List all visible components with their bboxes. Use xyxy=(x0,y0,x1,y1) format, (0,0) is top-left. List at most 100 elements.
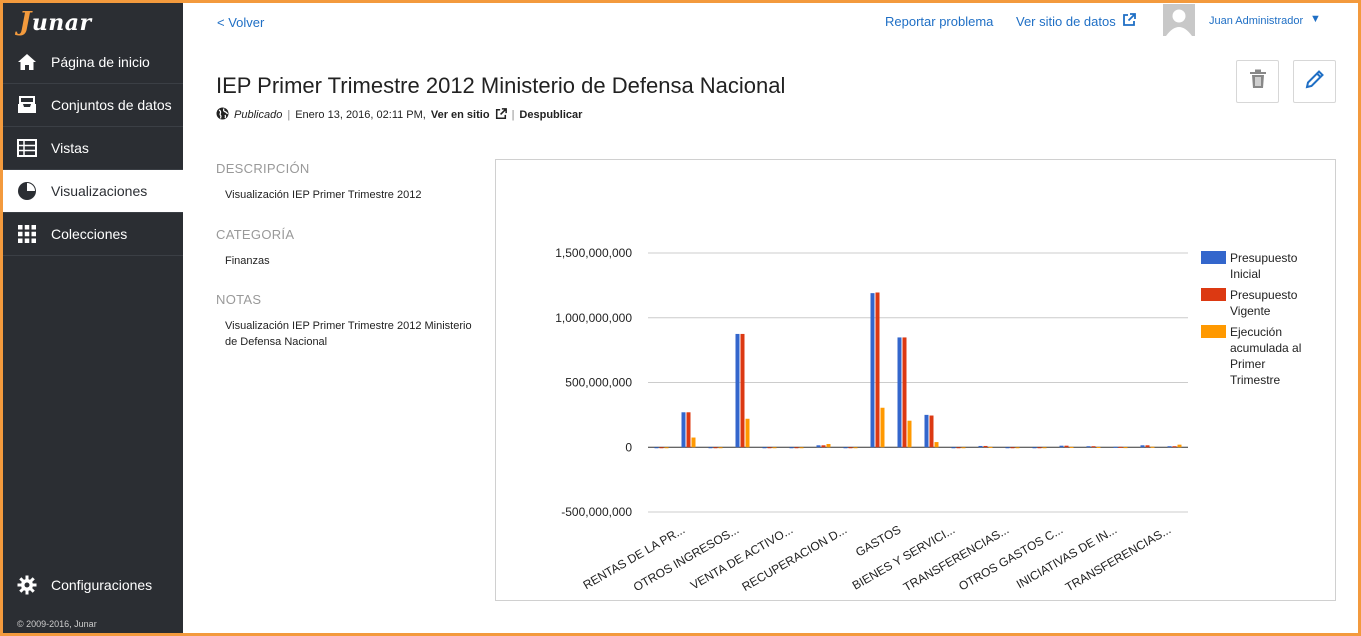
sidebar-item-label: Colecciones xyxy=(51,226,128,242)
bar xyxy=(799,447,804,449)
bar xyxy=(956,447,961,449)
bar xyxy=(713,447,718,449)
bar xyxy=(897,337,902,448)
bar xyxy=(745,418,750,448)
description-label: DESCRIPCIÓN xyxy=(216,161,310,176)
bar xyxy=(740,333,745,448)
bar xyxy=(924,414,929,448)
bar xyxy=(875,292,880,448)
bar xyxy=(816,445,821,448)
sidebar: Junar Página de inicio Conjuntos de dato… xyxy=(3,3,183,633)
chart-container: 1,500,000,000 1,000,000,000 500,000,000 0 -5… xyxy=(495,159,1336,601)
bar xyxy=(794,447,799,449)
bar xyxy=(853,447,858,449)
bar xyxy=(1177,444,1182,448)
external-link-icon xyxy=(1122,13,1136,30)
bar xyxy=(767,447,772,449)
bar xyxy=(1042,447,1047,449)
bar xyxy=(1015,447,1020,449)
globe-icon xyxy=(216,107,229,123)
bar xyxy=(821,445,826,448)
bar xyxy=(1150,446,1155,448)
avatar[interactable] xyxy=(1163,4,1195,36)
bar xyxy=(1113,446,1118,448)
view-data-site-label: Ver sitio de datos xyxy=(1016,14,1116,29)
bar xyxy=(951,447,956,449)
sidebar-item-label: Configuraciones xyxy=(51,576,153,593)
bar xyxy=(978,445,983,448)
y-tick-label: -500,000,000 xyxy=(561,505,632,519)
separator: | xyxy=(287,109,291,121)
sidebar-item-visualizations[interactable]: Visualizaciones xyxy=(3,170,183,213)
sidebar-item-label: Conjuntos de datos xyxy=(51,97,172,113)
bar xyxy=(1167,446,1172,448)
category-value: Finanzas xyxy=(225,255,270,267)
sidebar-item-views[interactable]: Vistas xyxy=(3,127,183,170)
edit-button[interactable] xyxy=(1293,60,1336,103)
bar xyxy=(659,447,664,449)
notes-value: Visualización IEP Primer Trimestre 2012 … xyxy=(225,320,472,348)
bar xyxy=(1037,447,1042,449)
back-link[interactable]: < Volver xyxy=(217,15,265,30)
sidebar-item-datasets[interactable]: Conjuntos de datos xyxy=(3,84,183,127)
bar xyxy=(762,447,767,449)
legend-swatch xyxy=(1201,251,1226,264)
legend-swatch xyxy=(1201,288,1226,301)
publish-meta: Publicado | Enero 13, 2016, 02:11 PM, Ve… xyxy=(216,107,582,123)
bar xyxy=(870,293,875,448)
bar xyxy=(961,447,966,449)
inbox-icon xyxy=(3,96,51,114)
separator: | xyxy=(511,109,515,121)
bar xyxy=(1059,445,1064,448)
view-on-site-link[interactable]: Ver en sitio xyxy=(430,109,490,121)
bar xyxy=(1010,447,1015,449)
bar xyxy=(1145,445,1150,448)
junar-logo[interactable]: Junar xyxy=(19,7,92,37)
pie-chart-icon xyxy=(3,181,51,201)
bar xyxy=(1069,446,1074,448)
bar xyxy=(708,447,713,449)
bar xyxy=(1091,446,1096,448)
home-icon xyxy=(3,53,51,71)
bar xyxy=(880,407,885,448)
bar xyxy=(1005,447,1010,449)
bar xyxy=(1140,445,1145,448)
chevron-down-icon[interactable]: ▼ xyxy=(1310,13,1321,25)
sidebar-item-label: Página de inicio xyxy=(51,54,150,70)
bar xyxy=(907,420,912,448)
bar xyxy=(1064,445,1069,448)
sidebar-item-settings[interactable]: Configuraciones xyxy=(3,563,183,606)
sidebar-item-home[interactable]: Página de inicio xyxy=(3,41,183,84)
y-tick-label: 0 xyxy=(625,440,632,454)
y-tick-label: 1,500,000,000 xyxy=(555,246,632,260)
external-link-icon[interactable] xyxy=(495,107,507,123)
bar xyxy=(934,442,939,448)
y-tick-label: 1,000,000,000 xyxy=(555,311,632,325)
unpublish-link[interactable]: Despublicar xyxy=(519,109,583,121)
report-problem-link[interactable]: Reportar problema xyxy=(885,14,994,29)
user-menu-name[interactable]: Juan Administrador xyxy=(1209,15,1304,27)
sidebar-item-collections[interactable]: Colecciones xyxy=(3,213,183,256)
legend-entry: Presupuesto Inicial xyxy=(1230,251,1298,281)
bar xyxy=(735,333,740,448)
bar xyxy=(1123,447,1128,449)
bar xyxy=(1032,447,1037,449)
bar xyxy=(718,447,723,449)
table-icon xyxy=(3,139,51,157)
category-label: CATEGORÍA xyxy=(216,227,295,242)
copyright-text: © 2009-2016, Junar xyxy=(17,619,97,629)
bar xyxy=(1096,446,1101,448)
bar-chart: 1,500,000,000 1,000,000,000 500,000,000 0 -5… xyxy=(555,246,1301,594)
bar xyxy=(1118,446,1123,448)
view-data-site-link[interactable]: Ver sitio de datos xyxy=(1016,13,1136,30)
bar xyxy=(983,445,988,448)
delete-button[interactable] xyxy=(1236,60,1279,103)
sidebar-item-label: Visualizaciones xyxy=(51,183,148,199)
sidebar-item-label: Vistas xyxy=(51,140,89,156)
bar xyxy=(1172,446,1177,448)
legend-entry: Ejecución acumulada al Primer Trimestre xyxy=(1230,325,1301,387)
pencil-icon xyxy=(1305,69,1325,94)
trash-icon xyxy=(1249,69,1267,94)
bar xyxy=(789,447,794,449)
bar xyxy=(826,444,831,448)
